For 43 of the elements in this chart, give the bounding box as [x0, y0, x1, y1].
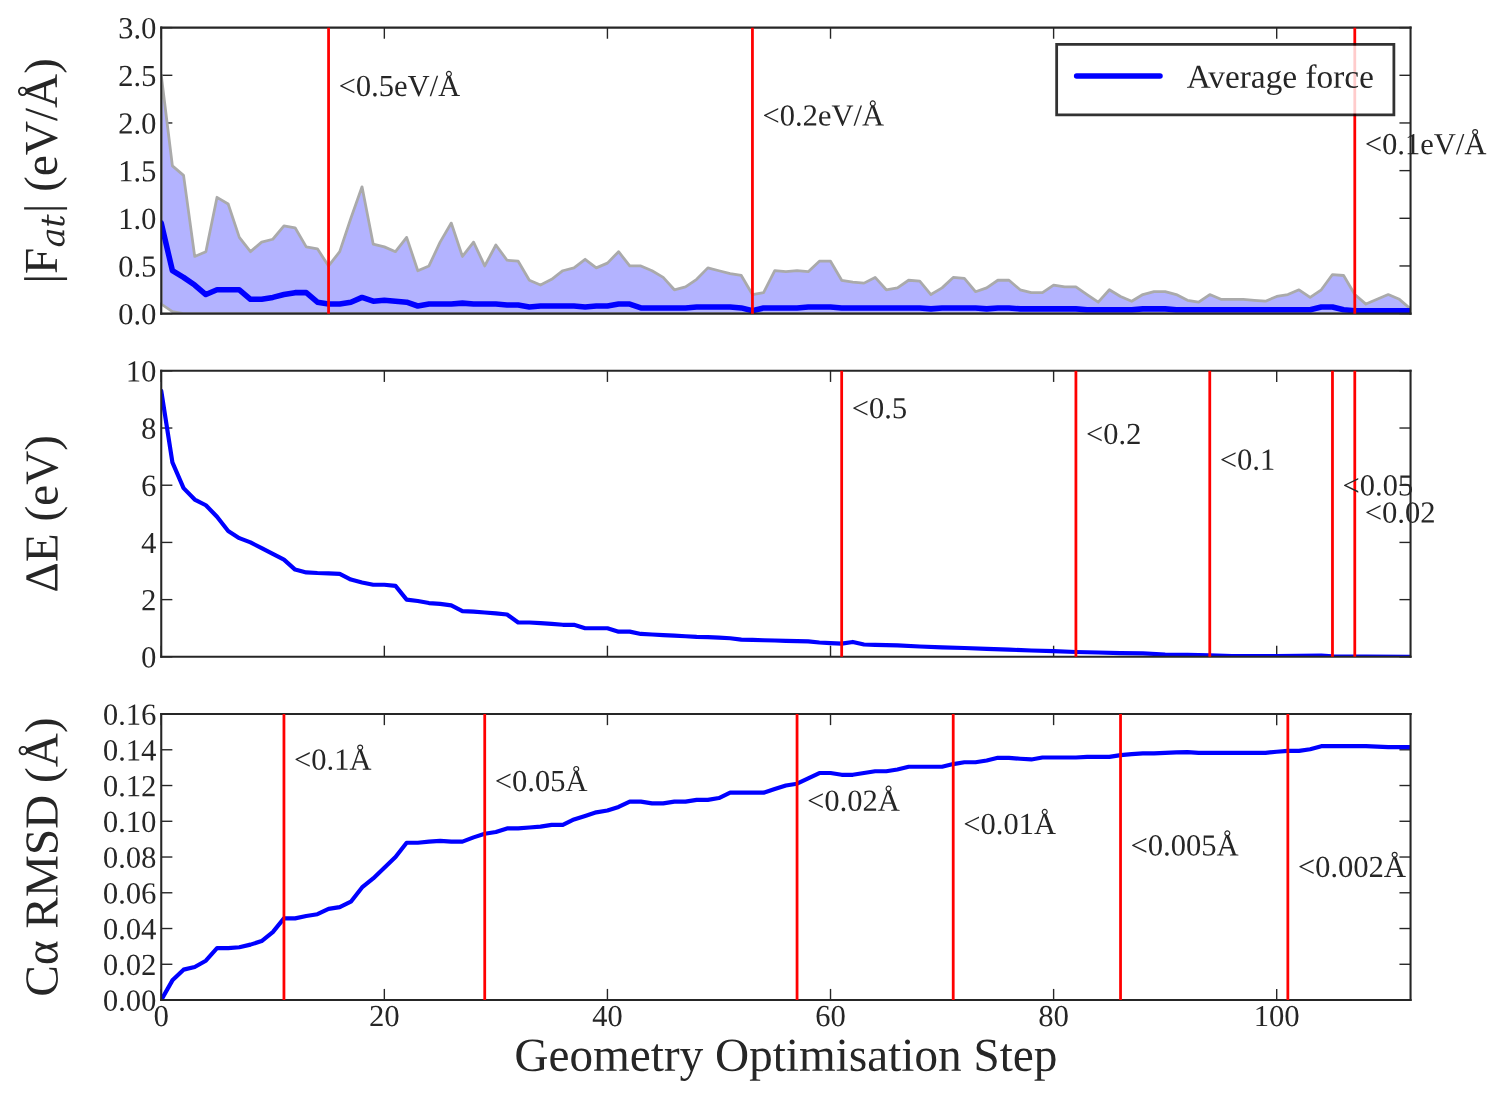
y-tick-label: 0.12	[104, 775, 155, 797]
y-tick-label: 1.0	[120, 208, 156, 230]
y-tick-label: 10	[128, 361, 156, 382]
y-tick-label: 0.04	[104, 918, 156, 940]
annotation: <0.1	[1221, 449, 1274, 471]
y-tick-label: 1.5	[120, 161, 156, 182]
annotation: <0.005Å	[1132, 830, 1239, 856]
annotation: <0.2	[1087, 423, 1140, 445]
y-tick-label: 0.06	[104, 883, 156, 904]
y-tick-label: 0.14	[104, 740, 156, 761]
y-tick-label: 0	[142, 647, 156, 668]
y-tick-label: 0.0	[119, 303, 156, 325]
legend-label: Average force	[1186, 64, 1373, 95]
y-tick-label: 0.10	[104, 811, 156, 833]
y-tick-label: 2.0	[119, 113, 156, 134]
annotation: <0.5eV/Å	[340, 70, 460, 97]
annotation: <0.01Å	[964, 808, 1056, 835]
y-axis-title: |F$_{at}$| (eV/Å)	[17, 60, 68, 280]
x-tick-label: 80	[1039, 1005, 1068, 1027]
x-tick-label: 100	[1256, 1005, 1299, 1027]
annotation: <0.1Å	[295, 744, 372, 771]
y-tick-label: 0.16	[104, 704, 156, 726]
y-tick-label: 2.5	[119, 65, 156, 87]
y-tick-label: 3.0	[119, 17, 156, 39]
annotation: <0.2eV/Å	[764, 100, 884, 126]
y-tick-label: 4	[141, 532, 156, 554]
x-axis-title: Geometry Optimisation Step	[516, 1039, 1056, 1081]
annotation: <0.02Å	[808, 785, 900, 812]
y-axis-title: Cα RMSD (Å)	[18, 719, 68, 995]
annotation: <0.5	[853, 397, 906, 419]
y-tick-label: 8	[142, 418, 156, 439]
y-tick-label: 0.00	[104, 990, 156, 1012]
x-tick-label: 20	[370, 1005, 399, 1027]
y-tick-label: 2	[142, 589, 155, 611]
annotation: <0.05Å	[496, 765, 588, 792]
y-axis-title: ΔE (eV)	[24, 437, 68, 591]
y-tick-label: 0.5	[119, 256, 156, 277]
x-tick-label: 60	[816, 1005, 845, 1027]
y-tick-label: 0.02	[104, 954, 155, 976]
annotation: <0.002Å	[1299, 851, 1406, 878]
y-tick-label: 6	[142, 475, 156, 497]
y-tick-label: 0.08	[104, 847, 156, 869]
x-tick-label: 40	[592, 1005, 622, 1027]
